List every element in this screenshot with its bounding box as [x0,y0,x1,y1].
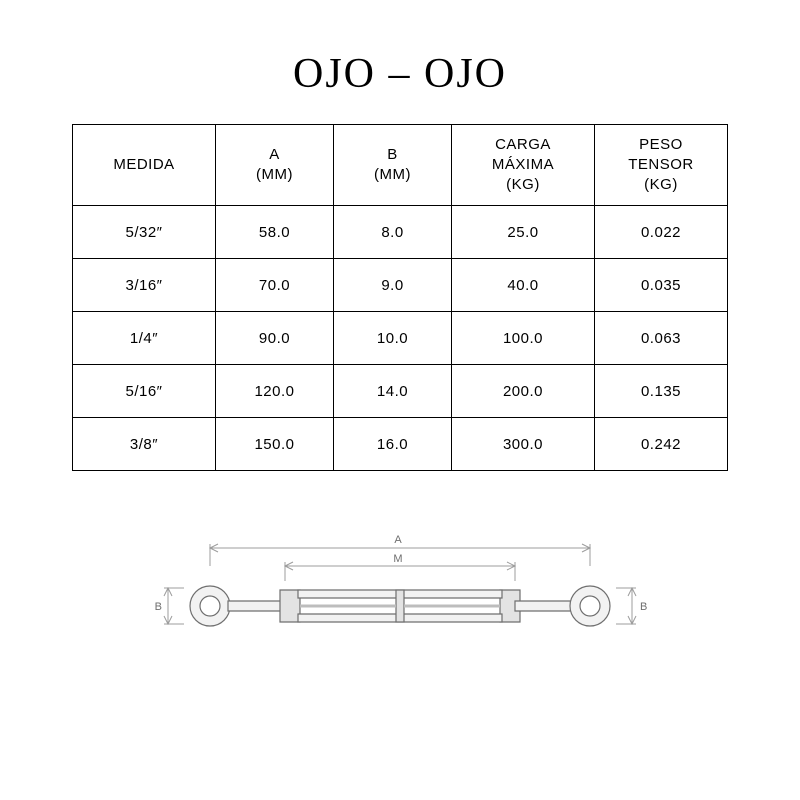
table-cell: 16.0 [334,418,452,471]
turnbuckle-body [280,590,520,622]
col-header-peso: PESOTENSOR(KG) [595,125,728,206]
table-cell: 9.0 [334,259,452,312]
dim-b-left [164,588,184,624]
table-cell: 0.022 [595,206,728,259]
shank-right [515,601,572,611]
table-cell: 25.0 [452,206,595,259]
dim-b-right [616,588,636,624]
dim-m-label: M [393,553,402,565]
page-title: OJO – OJO [293,50,507,98]
table-cell: 0.063 [595,312,728,365]
table-cell: 0.242 [595,418,728,471]
table-row: 5/32″58.08.025.00.022 [73,206,728,259]
table-cell: 300.0 [452,418,595,471]
table-row: 1/4″90.010.0100.00.063 [73,312,728,365]
col-header-b: B(MM) [334,125,452,206]
dim-a-label: A [394,534,402,546]
table-cell: 200.0 [452,365,595,418]
spec-table: MEDIDA A(MM) B(MM) CARGAMÁXIMA(KG) PESOT… [72,124,728,471]
table-cell: 3/8″ [73,418,216,471]
table-cell: 8.0 [334,206,452,259]
table-row: 3/16″70.09.040.00.035 [73,259,728,312]
table-cell: 100.0 [452,312,595,365]
turnbuckle-diagram: A M B [80,526,720,676]
dim-b-left-label: B [155,601,162,613]
table-cell: 3/16″ [73,259,216,312]
col-header-carga: CARGAMÁXIMA(KG) [452,125,595,206]
col-header-a: A(MM) [216,125,334,206]
turnbuckle-svg: A M B [120,526,680,676]
table-cell: 90.0 [216,312,334,365]
dim-b-right-label: B [640,601,647,613]
col-header-medida: MEDIDA [73,125,216,206]
table-cell: 150.0 [216,418,334,471]
table-body: 5/32″58.08.025.00.0223/16″70.09.040.00.0… [73,206,728,471]
table-row: 3/8″150.016.0300.00.242 [73,418,728,471]
table-cell: 10.0 [334,312,452,365]
eye-left [190,586,230,626]
table-cell: 1/4″ [73,312,216,365]
table-cell: 40.0 [452,259,595,312]
table-header-row: MEDIDA A(MM) B(MM) CARGAMÁXIMA(KG) PESOT… [73,125,728,206]
table-cell: 0.035 [595,259,728,312]
table-cell: 14.0 [334,365,452,418]
table-cell: 70.0 [216,259,334,312]
table-cell: 0.135 [595,365,728,418]
eye-right [570,586,610,626]
table-cell: 120.0 [216,365,334,418]
table-row: 5/16″120.014.0200.00.135 [73,365,728,418]
table-cell: 5/32″ [73,206,216,259]
shank-left [228,601,285,611]
table-cell: 5/16″ [73,365,216,418]
table-cell: 58.0 [216,206,334,259]
